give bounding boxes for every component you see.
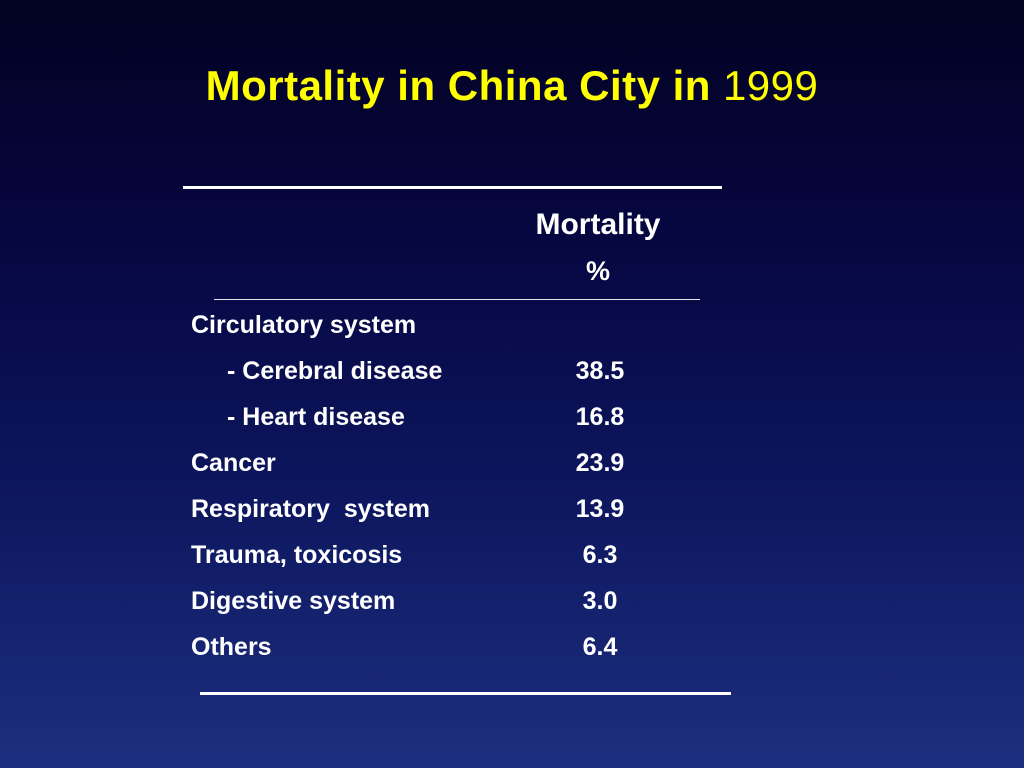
table-row: - Cerebral disease 38.5 [183, 348, 723, 394]
table-header-unit: % [585, 256, 610, 286]
row-label: Trauma, toxicosis [191, 541, 403, 569]
table-header: Mortality % [473, 189, 723, 293]
row-label: - Cerebral disease [227, 357, 443, 385]
mortality-table: Mortality % Circulatory system - Cerebra… [183, 186, 731, 695]
table-bottom-rule [200, 692, 731, 695]
row-value: 13.9 [575, 495, 625, 523]
row-value: 6.3 [582, 541, 618, 569]
table-row: Respiratory system 13.9 [183, 486, 723, 532]
row-label: Others [191, 633, 272, 661]
row-value: 38.5 [575, 357, 625, 385]
slide-title-main: Mortality in China City in [205, 62, 711, 109]
table-top-rule [183, 186, 722, 189]
row-label: - Heart disease [227, 403, 405, 431]
table-row: Cancer 23.9 [183, 440, 723, 486]
row-value: 16.8 [575, 403, 625, 431]
table-row: Others 6.4 [183, 624, 723, 670]
row-label: Cancer [191, 449, 276, 477]
table-row: - Heart disease 16.8 [183, 394, 723, 440]
table-body: Circulatory system - Cerebral disease 38… [183, 302, 723, 670]
table-header-divider-rule [214, 299, 700, 300]
table-row: Digestive system 3.0 [183, 578, 723, 624]
row-value: 3.0 [582, 587, 618, 615]
table-row: Trauma, toxicosis 6.3 [183, 532, 723, 578]
row-label: Circulatory system [191, 311, 417, 339]
row-value: 23.9 [575, 449, 625, 477]
slide-title-year: 1999 [722, 62, 819, 109]
slide-title: Mortality in China City in 1999 [0, 62, 1024, 110]
row-label: Digestive system [191, 587, 396, 615]
row-value: 6.4 [582, 633, 618, 661]
table-header-mortality: Mortality [535, 208, 661, 241]
row-label: Respiratory system [191, 495, 431, 523]
table-row: Circulatory system [183, 302, 723, 348]
